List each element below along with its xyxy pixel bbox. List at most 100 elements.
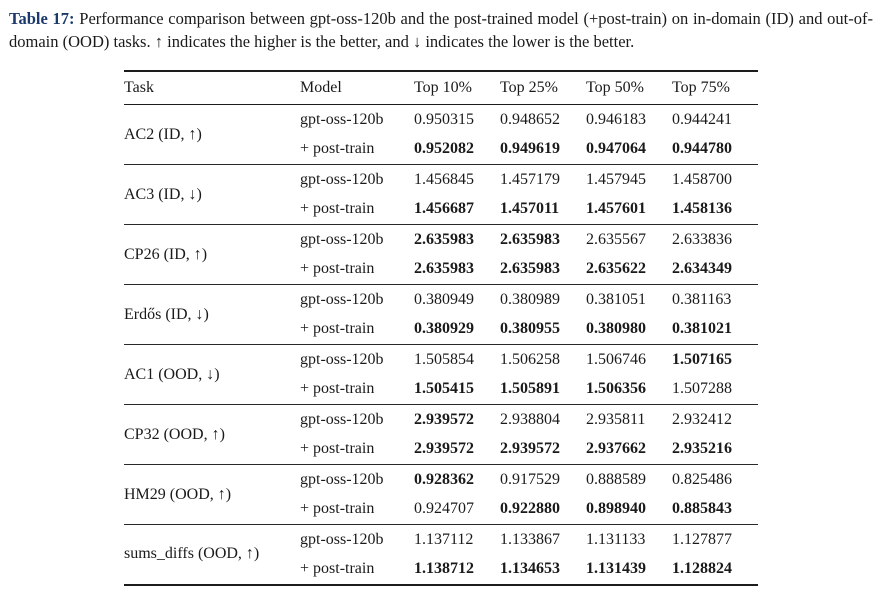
task-label: AC2 (ID, ↑) [124, 125, 202, 143]
model-label: + post-train [300, 140, 375, 158]
metric-value: 0.947064 [586, 140, 646, 158]
task-label: AC3 (ID, ↓) [124, 185, 202, 203]
metric-value: 1.138712 [414, 560, 474, 577]
metric-value: 2.932412 [672, 410, 732, 428]
metric-value: 1.127877 [672, 530, 732, 548]
metric-value: 2.938804 [500, 410, 560, 428]
metric-value: 2.939572 [414, 440, 474, 458]
metric-value: 1.457179 [500, 170, 560, 188]
metric-value: 1.505891 [500, 380, 560, 398]
metric-value: 1.457601 [586, 200, 646, 218]
metric-value: 1.134653 [500, 560, 560, 577]
model-label: + post-train [300, 380, 375, 398]
metric-value: 2.937662 [586, 440, 646, 458]
metric-value: 0.380980 [586, 320, 646, 338]
table-row: + post-train 2.939572 2.939572 2.937662 2.93… [124, 435, 758, 465]
table-row: + post-train 1.505415 1.505891 1.506356 1.50… [124, 375, 758, 405]
model-label: + post-train [300, 260, 375, 278]
table-row: + post-train 1.456687 1.457011 1.457601 1.45… [124, 195, 758, 225]
model-label: gpt-oss-120b [300, 230, 384, 248]
task-group: HM29 (OOD, ↑) gpt-oss-120b 0.928362 0.91752… [124, 464, 758, 525]
table-row: + post-train 0.952082 0.949619 0.947064 0.94… [124, 135, 758, 165]
metric-value: 0.944241 [672, 110, 732, 128]
metric-value: 2.935811 [586, 410, 646, 428]
column-header-model: Model [300, 71, 414, 105]
table-row: AC1 (OOD, ↓) gpt-oss-120b 1.505854 1.506258… [124, 345, 758, 383]
table-caption: Table 17: Performance comparison between… [9, 8, 873, 53]
task-group: AC3 (ID, ↓) gpt-oss-120b 1.456845 1.457179 1… [124, 164, 758, 225]
metric-value: 1.506258 [500, 350, 560, 368]
metric-value: 0.924707 [414, 500, 474, 518]
metric-value: 2.633836 [672, 230, 732, 248]
metric-value: 0.952082 [414, 140, 474, 158]
table-row: + post-train 2.635983 2.635983 2.635622 2.63… [124, 255, 758, 285]
model-label: + post-train [300, 500, 375, 518]
task-group: CP32 (OOD, ↑) gpt-oss-120b 2.939572 2.93880… [124, 404, 758, 465]
model-label: gpt-oss-120b [300, 470, 384, 488]
model-label: gpt-oss-120b [300, 170, 384, 188]
model-label: + post-train [300, 320, 375, 338]
metric-value: 0.946183 [586, 110, 646, 128]
metric-value: 2.635983 [500, 260, 560, 278]
model-label: gpt-oss-120b [300, 350, 384, 368]
header-row: Task Model Top 10% Top 25% Top 50% Top 7… [124, 71, 758, 105]
metric-value: 0.381051 [586, 290, 646, 308]
metric-value: 1.506356 [586, 380, 646, 398]
metric-value: 0.381163 [672, 290, 732, 308]
table-row: HM29 (OOD, ↑) gpt-oss-120b 0.928362 0.91752… [124, 465, 758, 503]
metric-value: 2.635983 [500, 230, 560, 248]
metric-value: 1.137112 [414, 530, 474, 548]
model-label: + post-train [300, 560, 375, 577]
model-label: + post-train [300, 440, 375, 458]
metric-value: 1.505854 [414, 350, 474, 368]
model-label: gpt-oss-120b [300, 110, 384, 128]
table-row: + post-train 1.138712 1.134653 1.131439 1.12… [124, 555, 758, 585]
column-header-top75: Top 75% [672, 71, 758, 105]
metric-value: 0.944780 [672, 140, 732, 158]
metric-value: 0.898940 [586, 500, 646, 518]
metric-value: 2.935216 [672, 440, 732, 458]
task-group: AC2 (ID, ↑) gpt-oss-120b 0.950315 0.948652 0… [124, 104, 758, 165]
metric-value: 0.885843 [672, 500, 732, 518]
model-label: gpt-oss-120b [300, 290, 384, 308]
table-row: Erdős (ID, ↓) gpt-oss-120b 0.380949 0.38098… [124, 285, 758, 323]
table-row: CP32 (OOD, ↑) gpt-oss-120b 2.939572 2.93880… [124, 405, 758, 443]
table-header-row: Task Model Top 10% Top 25% Top 50% Top 7… [124, 71, 758, 105]
metric-value: 1.458700 [672, 170, 732, 188]
metric-value: 2.635983 [414, 260, 474, 278]
task-label: sums_diffs (OOD, ↑) [124, 545, 260, 563]
metric-value: 1.133867 [500, 530, 560, 548]
metric-value: 1.457011 [500, 200, 560, 218]
metric-value: 1.507165 [672, 350, 732, 368]
metric-value: 1.128824 [672, 560, 732, 577]
table-row: AC2 (ID, ↑) gpt-oss-120b 0.950315 0.948652 0… [124, 105, 758, 143]
metric-value: 0.950315 [414, 110, 474, 128]
metric-value: 0.928362 [414, 470, 474, 488]
task-group: AC1 (OOD, ↓) gpt-oss-120b 1.505854 1.506258… [124, 344, 758, 405]
table-row: + post-train 0.380929 0.380955 0.380980 0.38… [124, 315, 758, 345]
metric-value: 2.635983 [414, 230, 474, 248]
task-label: CP32 (OOD, ↑) [124, 425, 225, 443]
metric-value: 1.131439 [586, 560, 646, 577]
metric-value: 2.939572 [414, 410, 474, 428]
metric-value: 0.922880 [500, 500, 560, 518]
column-header-top25: Top 25% [500, 71, 586, 105]
task-label: AC1 (OOD, ↓) [124, 365, 220, 383]
table-row: sums_diffs (OOD, ↑) gpt-oss-120b 1.137112 1… [124, 525, 758, 563]
performance-table: Task Model Top 10% Top 25% Top 50% Top 7… [124, 70, 758, 586]
task-label: HM29 (OOD, ↑) [124, 485, 232, 503]
task-group: sums_diffs (OOD, ↑) gpt-oss-120b 1.137112 1… [124, 524, 758, 585]
metric-value: 0.381021 [672, 320, 732, 338]
metric-value: 1.507288 [672, 380, 732, 398]
metric-value: 1.456687 [414, 200, 474, 218]
table-container: Task Model Top 10% Top 25% Top 50% Top 7… [124, 70, 873, 586]
metric-value: 1.131133 [586, 530, 646, 548]
task-label: CP26 (ID, ↑) [124, 245, 208, 263]
metric-value: 0.380955 [500, 320, 560, 338]
metric-value: 2.635567 [586, 230, 646, 248]
table-caption-text: Performance comparison between gpt-oss-1… [9, 9, 873, 51]
model-label: gpt-oss-120b [300, 530, 384, 548]
model-label: + post-train [300, 200, 375, 218]
metric-value: 2.939572 [500, 440, 560, 458]
